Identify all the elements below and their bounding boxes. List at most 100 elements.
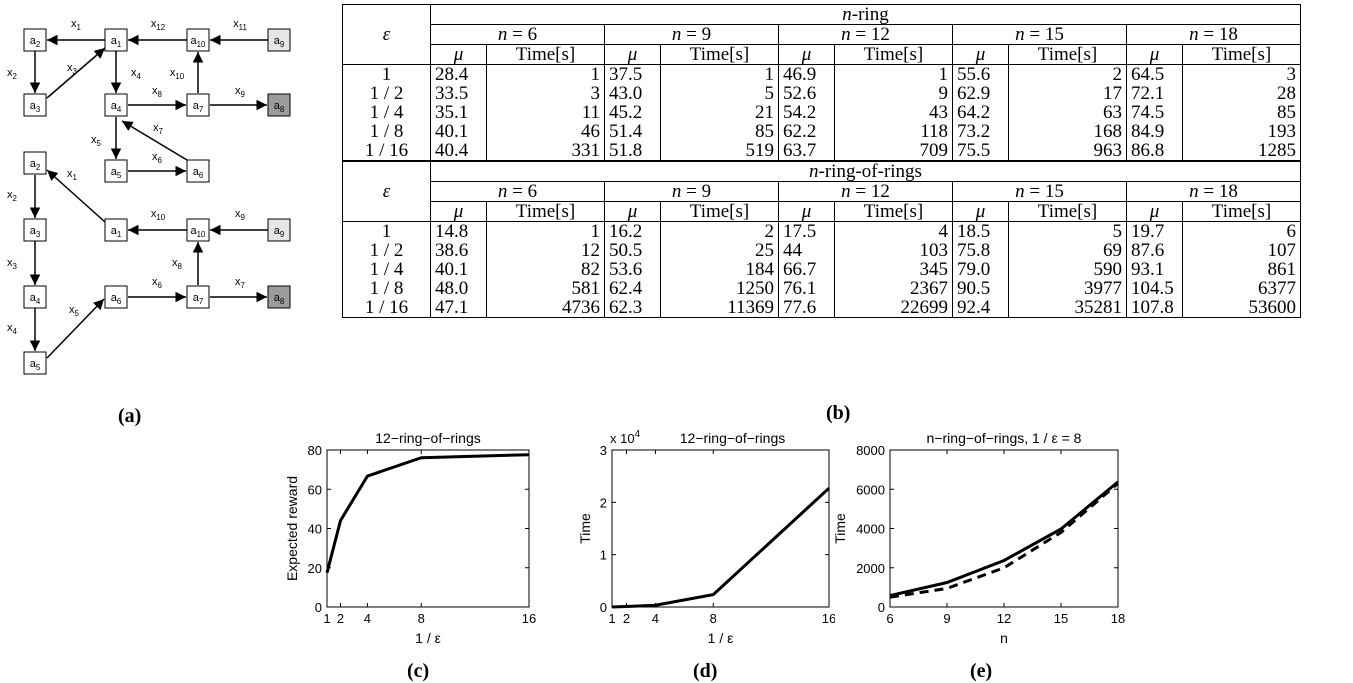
time-cell: 28 xyxy=(1182,84,1301,103)
table-corner xyxy=(342,44,431,65)
table-row: 1 / 8 40.1 46 51.4 85 62.2 118 73.2 168 84.9 193 xyxy=(342,122,1301,141)
time-cell: 53600 xyxy=(1182,298,1301,318)
node-label-a9: a9 xyxy=(274,225,285,239)
panel-label-d: (d) xyxy=(693,660,718,682)
node-a5 xyxy=(23,351,47,375)
mu-cell: 107.8 xyxy=(1126,298,1183,318)
mu-cell: 76.1 xyxy=(778,279,835,298)
time-cell: 168 xyxy=(1008,122,1127,141)
panel-label-b: (b) xyxy=(826,402,851,424)
time-cell: 331 xyxy=(486,141,605,162)
chart-title: 12−ring−of−rings xyxy=(375,430,480,446)
time-cell: 17 xyxy=(1008,84,1127,103)
time-cell: 5 xyxy=(660,84,779,103)
time-cell: 6377 xyxy=(1182,279,1301,298)
mu-cell: 74.5 xyxy=(1126,103,1183,122)
time-header: Time[s] xyxy=(660,201,779,222)
eps-cell: 1 / 8 xyxy=(342,279,431,298)
mu-header: μ xyxy=(604,201,661,222)
x-axis-label: 1 / ε xyxy=(415,630,441,646)
node-a10 xyxy=(186,28,210,52)
mu-header: μ xyxy=(952,44,1009,65)
group-header: n = 9 xyxy=(604,181,779,202)
edge-label-x3: x3 xyxy=(7,257,18,271)
time-cell: 11 xyxy=(486,103,605,122)
mu-cell: 33.5 xyxy=(430,84,487,103)
edge-label-x10: x10 xyxy=(151,208,166,222)
time-cell: 43 xyxy=(834,103,953,122)
eps-cell: 1 / 2 xyxy=(342,241,431,260)
y-tick-label: 6000 xyxy=(856,482,885,497)
node-label-a6: a6 xyxy=(193,166,204,180)
mu-cell: 63.7 xyxy=(778,141,835,162)
time-header: Time[s] xyxy=(834,201,953,222)
mu-header: μ xyxy=(778,201,835,222)
x-tick-label: 4 xyxy=(364,611,371,626)
mu-header: μ xyxy=(604,44,661,65)
node-a3 xyxy=(23,218,47,242)
mu-cell: 62.3 xyxy=(604,298,661,318)
x-axis-label: n xyxy=(1000,630,1008,646)
time-header: Time[s] xyxy=(486,44,605,65)
time-cell: 46 xyxy=(486,122,605,141)
time-cell: 345 xyxy=(834,260,953,279)
y-tick-label: 0 xyxy=(600,600,607,615)
table-row: 1 / 8 48.0 581 62.4 1250 76.1 2367 90.5 3977 104.… xyxy=(342,279,1301,298)
time-header: Time[s] xyxy=(1182,44,1301,65)
time-cell: 5 xyxy=(1008,221,1127,241)
x-tick-label: 1 xyxy=(608,611,615,626)
mu-cell: 43.0 xyxy=(604,84,661,103)
table-title: n-ring-of-rings xyxy=(430,160,1301,182)
node-a9 xyxy=(267,218,291,242)
node-a8 xyxy=(267,285,291,309)
mu-header: μ xyxy=(952,201,1009,222)
time-cell: 11369 xyxy=(660,298,779,318)
mu-cell: 40.1 xyxy=(430,122,487,141)
mu-cell: 16.2 xyxy=(604,221,661,241)
node-a6 xyxy=(104,285,128,309)
time-cell: 1 xyxy=(660,64,779,84)
group-header: n = 12 xyxy=(778,181,953,202)
time-cell: 12 xyxy=(486,241,605,260)
mu-cell: 28.4 xyxy=(430,64,487,84)
mu-cell: 72.1 xyxy=(1126,84,1183,103)
edge-label-x6: x6 xyxy=(152,151,163,165)
mu-cell: 51.8 xyxy=(604,141,661,162)
edge-x5 xyxy=(46,298,105,359)
eps-cell: 1 / 4 xyxy=(342,260,431,279)
edge-label-x7: x7 xyxy=(235,276,245,290)
chart-time-vs-n: 6 9 12 15 18 0 2000 4000 6000 8000 n−ring−of−rings… xyxy=(832,430,1125,646)
time-cell: 63 xyxy=(1008,103,1127,122)
time-cell: 861 xyxy=(1182,260,1301,279)
x-tick-label: 8 xyxy=(418,611,425,626)
node-label-a4: a4 xyxy=(111,100,122,114)
table-row: 1 / 16 47.1 4736 62.3 11369 77.6 22699 92.4 3528… xyxy=(342,298,1301,318)
time-cell: 3 xyxy=(1182,64,1301,84)
mu-header: μ xyxy=(778,44,835,65)
mu-cell: 62.9 xyxy=(952,84,1009,103)
table-corner xyxy=(342,160,431,182)
edge-label-x11: x11 xyxy=(233,18,247,32)
table-row: 1 28.4 1 37.5 1 46.9 1 55.6 2 64.5 3 xyxy=(342,64,1301,84)
x-tick-label: 9 xyxy=(943,611,950,626)
edge-x1 xyxy=(46,169,106,223)
mu-cell: 35.1 xyxy=(430,103,487,122)
node-label-a7: a7 xyxy=(193,292,204,306)
series-line xyxy=(889,480,1119,598)
mu-cell: 93.1 xyxy=(1126,260,1183,279)
node-label-a5: a5 xyxy=(30,358,41,372)
node-a4 xyxy=(104,93,128,117)
series-line xyxy=(889,482,1119,599)
edge-label-x1: x1 xyxy=(71,18,82,32)
time-cell: 193 xyxy=(1182,122,1301,141)
y-axis-label: Time xyxy=(577,513,593,544)
mu-cell: 79.0 xyxy=(952,260,1009,279)
edge-label-x6: x6 xyxy=(152,276,163,290)
node-a3 xyxy=(23,93,47,117)
edge-label-x8: x8 xyxy=(172,257,183,271)
eps-cell: 1 xyxy=(342,64,431,84)
mu-cell: 66.7 xyxy=(778,260,835,279)
x-tick-label: 12 xyxy=(997,611,1011,626)
y-tick-label: 60 xyxy=(308,482,322,497)
